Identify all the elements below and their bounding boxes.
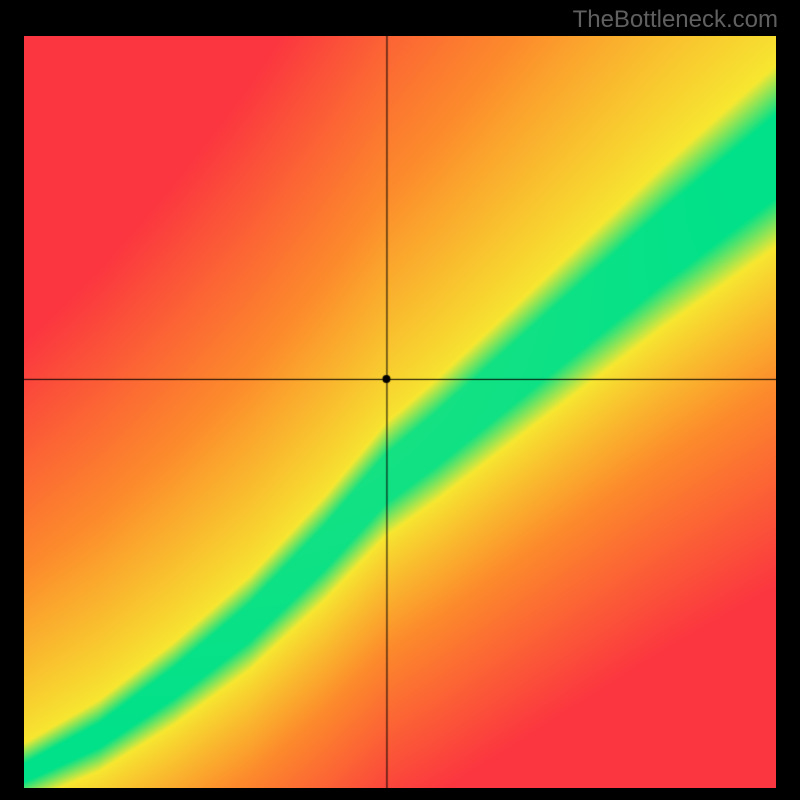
chart-container: TheBottleneck.com xyxy=(0,0,800,800)
bottleneck-heatmap xyxy=(24,36,776,788)
watermark-label: TheBottleneck.com xyxy=(573,6,778,34)
